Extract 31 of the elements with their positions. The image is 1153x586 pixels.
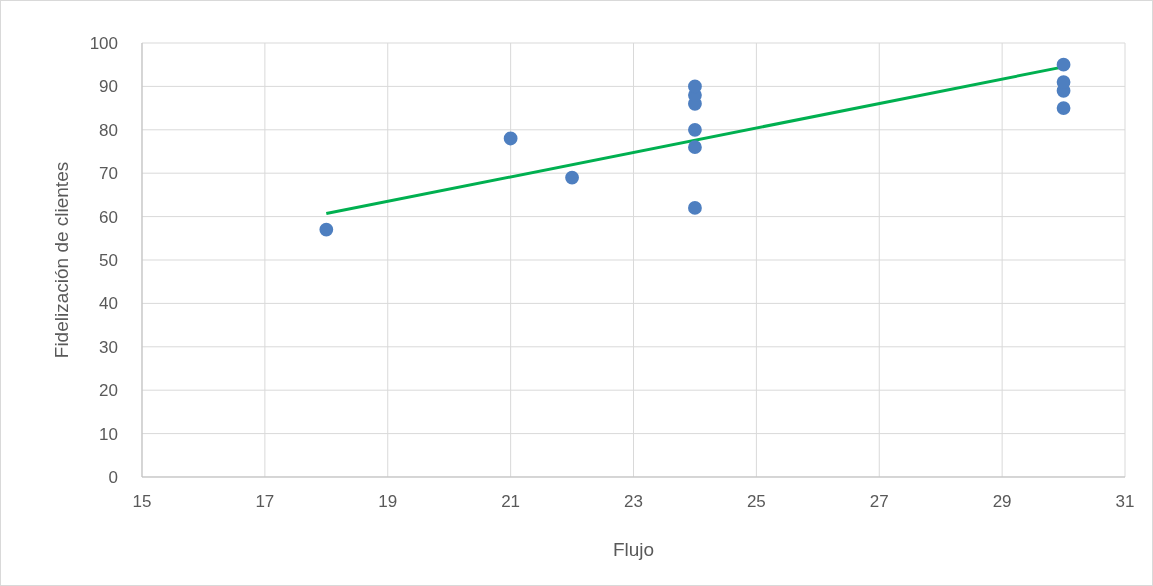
point — [688, 122, 702, 137]
y-axis-title: Fidelización de clientes — [51, 161, 72, 359]
y-tick-label: 90 — [99, 77, 118, 97]
x-tick-label: 27 — [869, 492, 889, 511]
point — [1056, 101, 1071, 115]
x-tick-label: 23 — [624, 492, 643, 511]
y-tick-label: 0 — [108, 468, 118, 487]
point — [503, 131, 518, 146]
point — [688, 201, 702, 215]
x-tick-label: 17 — [255, 492, 275, 511]
x-tick-label: 21 — [501, 492, 521, 511]
x-tick-label: 29 — [992, 492, 1012, 511]
point — [319, 222, 334, 237]
point — [565, 170, 579, 185]
y-tick-label: 40 — [99, 294, 118, 314]
y-tick-label: 60 — [99, 207, 118, 227]
y-tick-label: 100 — [89, 34, 118, 53]
x-tick-label: 31 — [1115, 492, 1135, 511]
x-tick-label: 19 — [378, 492, 398, 511]
x-tick-label: 25 — [746, 492, 766, 511]
y-tick-label: 20 — [99, 381, 118, 401]
point — [1056, 57, 1071, 72]
x-tick-label: 15 — [132, 492, 152, 511]
y-tick-label: 30 — [99, 337, 118, 357]
y-tick-label: 50 — [99, 251, 118, 270]
y-tick-label: 70 — [99, 164, 118, 184]
x-axis-title: Flujo — [612, 539, 655, 560]
point — [688, 140, 702, 155]
point — [1056, 75, 1071, 89]
y-tick-label: 10 — [99, 424, 118, 444]
y-tick-label: 80 — [99, 120, 118, 140]
